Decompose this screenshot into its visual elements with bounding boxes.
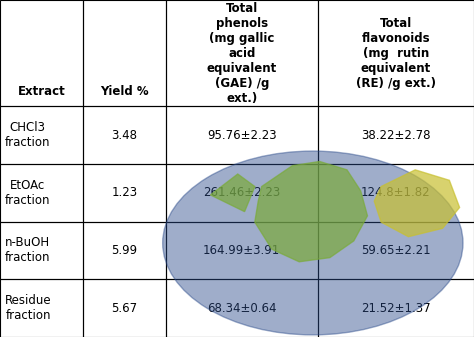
Text: 3.48: 3.48	[111, 128, 137, 142]
Bar	[318, 164, 474, 222]
Bar	[83, 222, 166, 279]
Bar	[166, 222, 318, 279]
Text: n-BuOH
fraction: n-BuOH fraction	[5, 237, 50, 265]
Polygon shape	[374, 170, 460, 237]
Text: Total
phenols
(mg gallic
acid
equivalent
(GAE) /g
ext.): Total phenols (mg gallic acid equivalent…	[207, 2, 277, 104]
Text: Residue
fraction: Residue fraction	[5, 294, 51, 322]
Bar	[318, 106, 474, 164]
Text: 5.99: 5.99	[111, 244, 137, 257]
Bar	[0, 164, 83, 222]
Bar	[318, 279, 474, 337]
Text: 38.22±2.78: 38.22±2.78	[361, 128, 430, 142]
Bar	[0, 222, 83, 279]
Polygon shape	[210, 174, 255, 212]
Text: 1.23: 1.23	[111, 186, 137, 199]
Text: Yield %: Yield %	[100, 85, 149, 98]
Bar	[318, 222, 474, 279]
Text: 5.67: 5.67	[111, 302, 137, 315]
Bar	[83, 106, 166, 164]
Text: 21.52±1.37: 21.52±1.37	[361, 302, 430, 315]
Bar	[83, 0, 166, 106]
Text: Total
flavonoids
(mg  rutin
equivalent
(RE) /g ext.): Total flavonoids (mg rutin equivalent (R…	[356, 17, 436, 90]
Bar	[318, 0, 474, 106]
Text: 124.8±1.82: 124.8±1.82	[361, 186, 430, 199]
Bar	[0, 106, 83, 164]
Bar	[166, 106, 318, 164]
Text: CHCl3
fraction: CHCl3 fraction	[5, 121, 50, 149]
Text: 164.99±3.91: 164.99±3.91	[203, 244, 280, 257]
Bar	[166, 164, 318, 222]
Bar	[0, 0, 83, 106]
Bar	[166, 279, 318, 337]
Text: 95.76±2.23: 95.76±2.23	[207, 128, 276, 142]
Bar	[83, 279, 166, 337]
Circle shape	[163, 151, 463, 335]
Bar	[0, 279, 83, 337]
Polygon shape	[255, 161, 367, 262]
Text: 68.34±0.64: 68.34±0.64	[207, 302, 276, 315]
Text: 59.65±2.21: 59.65±2.21	[361, 244, 430, 257]
Bar	[166, 0, 318, 106]
Text: EtOAc
fraction: EtOAc fraction	[5, 179, 50, 207]
Text: 261.46±2.23: 261.46±2.23	[203, 186, 280, 199]
Text: Extract: Extract	[18, 85, 65, 98]
Bar	[83, 164, 166, 222]
